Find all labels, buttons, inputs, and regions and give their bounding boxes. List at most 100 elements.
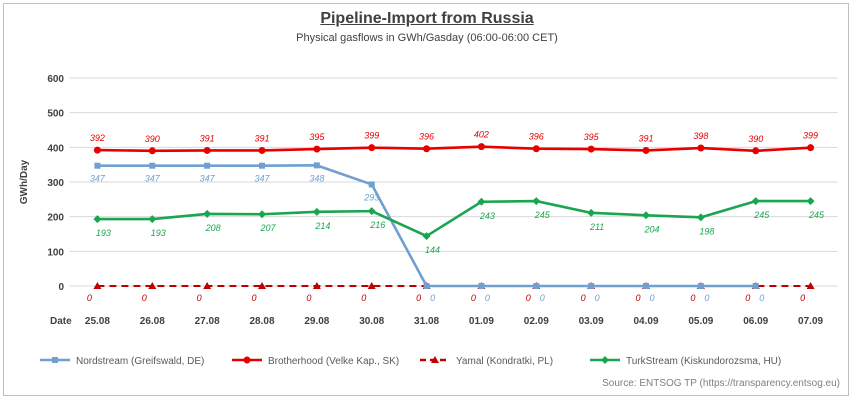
data-point — [532, 145, 540, 153]
data-label: 399 — [803, 131, 818, 141]
data-label: 0 — [649, 293, 654, 303]
data-point — [751, 197, 760, 206]
data-label: 144 — [425, 245, 440, 255]
data-label: 0 — [595, 293, 600, 303]
data-point — [642, 146, 650, 154]
data-point — [93, 146, 101, 154]
y-tick-label: 300 — [47, 178, 64, 189]
data-label: 0 — [197, 293, 202, 303]
legend-item: TurkStream (Kiskundorozsma, HU) — [590, 356, 781, 367]
y-tick-label: 200 — [47, 213, 64, 224]
data-label: 207 — [259, 223, 276, 233]
y-tick-label: 400 — [47, 143, 64, 154]
legend-item: Brotherhood (Velke Kap., SK) — [232, 356, 399, 367]
data-point — [422, 232, 431, 241]
data-point — [588, 283, 595, 289]
y-tick-label: 0 — [58, 282, 64, 293]
data-point — [587, 145, 595, 153]
data-label: 0 — [306, 293, 311, 303]
data-label: 0 — [581, 293, 586, 303]
data-label: 214 — [314, 221, 330, 231]
data-label: 0 — [759, 293, 764, 303]
data-label: 0 — [485, 293, 490, 303]
data-point — [477, 197, 486, 206]
x-axis-ticks: 25.08 26.08 27.08 28.08 29.08 30.08 31.08 01.09… — [85, 316, 824, 327]
y-tick-label: 600 — [47, 74, 64, 85]
data-label: 211 — [589, 222, 604, 232]
data-label: 204 — [643, 224, 659, 234]
data-point — [259, 162, 265, 169]
data-point — [643, 283, 649, 289]
series-line — [97, 199, 811, 238]
series-line — [97, 145, 811, 153]
legend-label: TurkStream (Kiskundorozsma, HU) — [626, 356, 781, 367]
data-label: 0 — [430, 293, 435, 303]
data-label: 399 — [364, 131, 379, 141]
data-point — [203, 282, 212, 289]
series-3: 193 193 208 207 214 216 144 243 245 211 204 198 245 2… — [93, 197, 825, 255]
data-point — [313, 145, 321, 153]
chart-subtitle: Physical gasflows in GWh/Gasday (06:00-0… — [296, 32, 558, 44]
data-point — [601, 356, 609, 364]
x-tick-label: 03.09 — [579, 316, 604, 327]
data-point — [94, 162, 101, 169]
data-point — [148, 282, 157, 289]
data-label: 347 — [254, 174, 270, 184]
data-point — [203, 209, 212, 218]
data-label: 395 — [584, 132, 600, 142]
data-label: 395 — [309, 132, 325, 142]
x-tick-label: 29.08 — [304, 316, 329, 327]
data-label: 0 — [361, 293, 366, 303]
x-tick-label: 01.09 — [469, 316, 494, 327]
data-point — [532, 197, 541, 206]
data-point — [258, 146, 266, 154]
data-point — [752, 147, 760, 155]
data-point — [806, 197, 815, 206]
data-label: 198 — [699, 226, 714, 236]
data-label: 347 — [200, 174, 216, 184]
data-point — [367, 282, 376, 289]
data-label: 0 — [87, 293, 92, 303]
data-label: 208 — [205, 223, 221, 233]
data-point — [204, 162, 211, 169]
data-point — [258, 282, 266, 289]
data-point — [243, 356, 251, 364]
data-label: 391 — [200, 133, 215, 143]
data-point — [93, 215, 102, 224]
data-point — [149, 162, 156, 169]
legend-item: Nordstream (Greifswald, DE) — [40, 356, 204, 367]
data-point — [696, 213, 705, 222]
data-label: 347 — [90, 174, 106, 184]
data-point — [203, 146, 211, 154]
data-label: 0 — [635, 293, 640, 303]
data-point — [312, 207, 321, 216]
data-label: 0 — [471, 293, 476, 303]
x-tick-label: 02.09 — [524, 316, 549, 327]
data-label: 293 — [363, 192, 379, 202]
data-label: 396 — [529, 132, 544, 142]
x-tick-label: 25.08 — [85, 316, 110, 327]
y-tick-label: 100 — [47, 247, 64, 258]
data-point — [806, 282, 815, 289]
data-point — [807, 144, 815, 152]
data-label: 245 — [753, 210, 770, 220]
data-label: 0 — [745, 293, 750, 303]
data-point — [477, 143, 485, 151]
series-1: 392 390 391 391 395 399 396 402 396 395 391 398 390 3… — [90, 130, 818, 155]
data-label: 0 — [540, 293, 545, 303]
data-label: 0 — [416, 293, 421, 303]
data-label: 402 — [474, 130, 489, 140]
data-label: 390 — [145, 134, 160, 144]
data-label: 348 — [309, 173, 324, 183]
data-point — [313, 162, 320, 169]
data-label: 0 — [526, 293, 531, 303]
legend-label: Yamal (Kondratki, PL) — [456, 356, 553, 367]
data-point — [148, 215, 157, 224]
x-tick-label: 28.08 — [249, 316, 274, 327]
legend: Nordstream (Greifswald, DE) Brotherhood (… — [40, 356, 781, 367]
data-point — [312, 282, 321, 289]
data-point — [148, 147, 156, 155]
